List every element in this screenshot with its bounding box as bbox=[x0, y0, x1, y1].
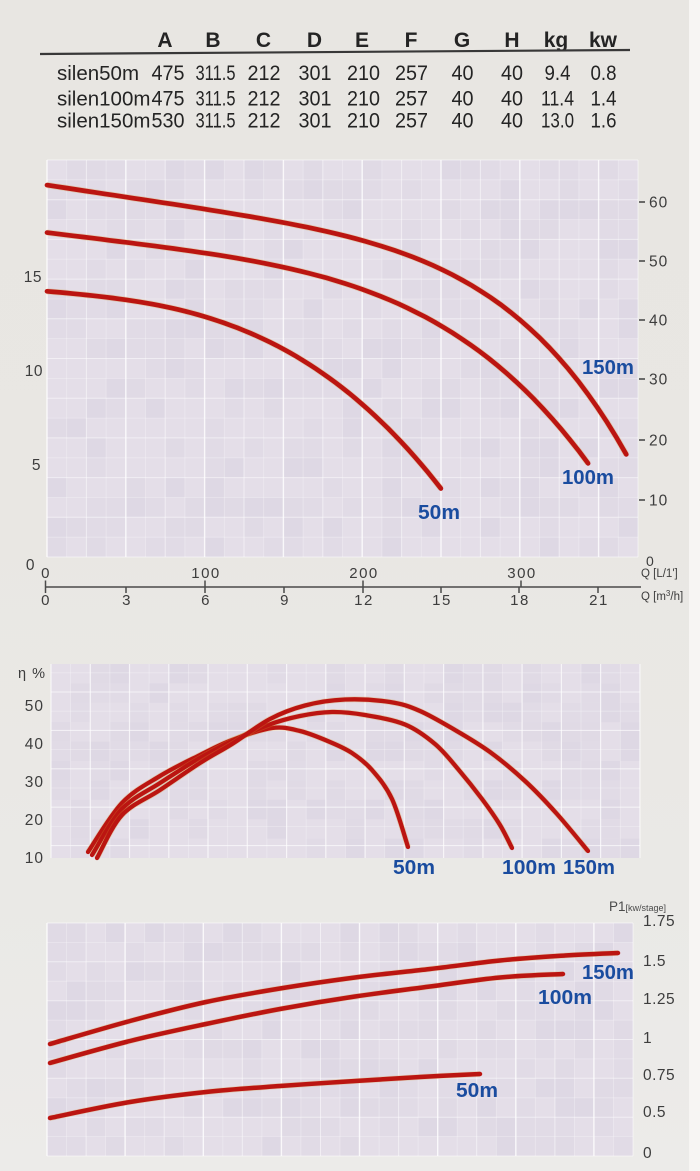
svg-text:0: 0 bbox=[26, 557, 35, 574]
svg-text:E: E bbox=[355, 29, 369, 52]
svg-text:P1[kw/stage]: P1[kw/stage] bbox=[609, 899, 666, 914]
svg-text:0: 0 bbox=[41, 565, 51, 582]
svg-text:40: 40 bbox=[501, 110, 523, 133]
svg-text:210: 210 bbox=[347, 88, 380, 111]
svg-text:0.5: 0.5 bbox=[643, 1104, 666, 1121]
svg-text:kw: kw bbox=[589, 29, 618, 52]
svg-text:silen100m: silen100m bbox=[57, 88, 150, 111]
svg-text:10: 10 bbox=[25, 363, 43, 380]
svg-text:40: 40 bbox=[452, 110, 474, 133]
svg-text:150m: 150m bbox=[582, 357, 634, 379]
svg-text:475: 475 bbox=[152, 88, 185, 111]
svg-text:311.5: 311.5 bbox=[196, 62, 236, 85]
svg-text:50m: 50m bbox=[393, 857, 435, 879]
svg-text:Q [L/1']: Q [L/1'] bbox=[641, 568, 678, 580]
svg-text:C: C bbox=[256, 29, 271, 52]
svg-text:silen150m: silen150m bbox=[57, 110, 150, 133]
svg-text:301: 301 bbox=[299, 62, 332, 85]
svg-text:150m: 150m bbox=[563, 857, 615, 879]
svg-text:1: 1 bbox=[643, 1030, 652, 1047]
svg-text:40: 40 bbox=[25, 736, 44, 753]
svg-text:11.4: 11.4 bbox=[541, 88, 574, 111]
svg-text:20: 20 bbox=[25, 812, 44, 829]
svg-text:3: 3 bbox=[122, 592, 132, 609]
svg-text:257: 257 bbox=[395, 88, 428, 111]
svg-text:F: F bbox=[405, 29, 418, 52]
svg-text:5: 5 bbox=[32, 457, 41, 474]
svg-text:Q [m3/h]: Q [m3/h] bbox=[641, 589, 683, 603]
svg-text:100m: 100m bbox=[538, 987, 592, 1009]
svg-text:40: 40 bbox=[501, 62, 523, 85]
svg-text:311.5: 311.5 bbox=[196, 110, 236, 133]
svg-text:40: 40 bbox=[649, 313, 668, 330]
svg-text:H: H bbox=[504, 29, 519, 52]
svg-text:212: 212 bbox=[248, 88, 281, 111]
svg-text:210: 210 bbox=[347, 110, 380, 133]
svg-text:D: D bbox=[307, 29, 322, 52]
svg-text:10: 10 bbox=[25, 850, 44, 867]
svg-text:150m: 150m bbox=[582, 962, 634, 984]
svg-text:100m: 100m bbox=[502, 857, 556, 879]
svg-text:100: 100 bbox=[191, 565, 221, 582]
svg-text:21: 21 bbox=[589, 592, 609, 609]
svg-text:1.25: 1.25 bbox=[643, 991, 675, 1008]
svg-text:301: 301 bbox=[299, 88, 332, 111]
svg-text:30: 30 bbox=[649, 372, 668, 389]
svg-text:301: 301 bbox=[299, 110, 332, 133]
svg-text:212: 212 bbox=[248, 62, 281, 85]
svg-text:silen50m: silen50m bbox=[57, 62, 139, 85]
svg-text:50m: 50m bbox=[418, 502, 460, 524]
svg-text:0: 0 bbox=[41, 592, 51, 609]
svg-text:G: G bbox=[454, 29, 470, 52]
svg-text:60: 60 bbox=[649, 195, 668, 212]
svg-text:40: 40 bbox=[501, 88, 523, 111]
svg-text:0: 0 bbox=[643, 1145, 652, 1162]
svg-text:15: 15 bbox=[24, 269, 42, 286]
svg-text:1.4: 1.4 bbox=[591, 88, 617, 111]
svg-text:12: 12 bbox=[354, 592, 374, 609]
svg-text:0.75: 0.75 bbox=[643, 1067, 675, 1084]
svg-text:10: 10 bbox=[649, 493, 668, 510]
svg-text:257: 257 bbox=[395, 62, 428, 85]
svg-text:210: 210 bbox=[347, 62, 380, 85]
svg-text:kg: kg bbox=[544, 29, 569, 52]
svg-text:30: 30 bbox=[25, 774, 44, 791]
svg-text:1.5: 1.5 bbox=[643, 953, 666, 970]
svg-text:300: 300 bbox=[507, 565, 537, 582]
svg-text:9.4: 9.4 bbox=[545, 62, 571, 85]
svg-text:9: 9 bbox=[280, 592, 290, 609]
svg-text:100m: 100m bbox=[562, 467, 614, 489]
svg-text:40: 40 bbox=[452, 62, 474, 85]
svg-text:18: 18 bbox=[510, 592, 530, 609]
svg-text:13.0: 13.0 bbox=[541, 110, 574, 133]
svg-text:1.6: 1.6 bbox=[591, 110, 617, 133]
svg-text:0.8: 0.8 bbox=[591, 62, 617, 85]
svg-text:200: 200 bbox=[349, 565, 379, 582]
svg-text:η %: η % bbox=[18, 666, 46, 682]
svg-text:212: 212 bbox=[248, 110, 281, 133]
svg-text:50: 50 bbox=[649, 254, 668, 271]
svg-text:50: 50 bbox=[25, 698, 44, 715]
svg-text:20: 20 bbox=[649, 433, 668, 450]
svg-text:15: 15 bbox=[432, 592, 452, 609]
svg-text:50m: 50m bbox=[456, 1080, 498, 1102]
svg-text:1.75: 1.75 bbox=[643, 913, 675, 930]
svg-text:0: 0 bbox=[646, 553, 655, 569]
svg-text:A: A bbox=[157, 29, 172, 52]
svg-text:475: 475 bbox=[152, 62, 185, 85]
svg-text:530: 530 bbox=[152, 110, 185, 133]
svg-text:257: 257 bbox=[395, 110, 428, 133]
svg-text:6: 6 bbox=[201, 592, 211, 609]
svg-text:B: B bbox=[205, 29, 220, 52]
svg-text:311.5: 311.5 bbox=[196, 88, 236, 111]
svg-text:40: 40 bbox=[452, 88, 474, 111]
